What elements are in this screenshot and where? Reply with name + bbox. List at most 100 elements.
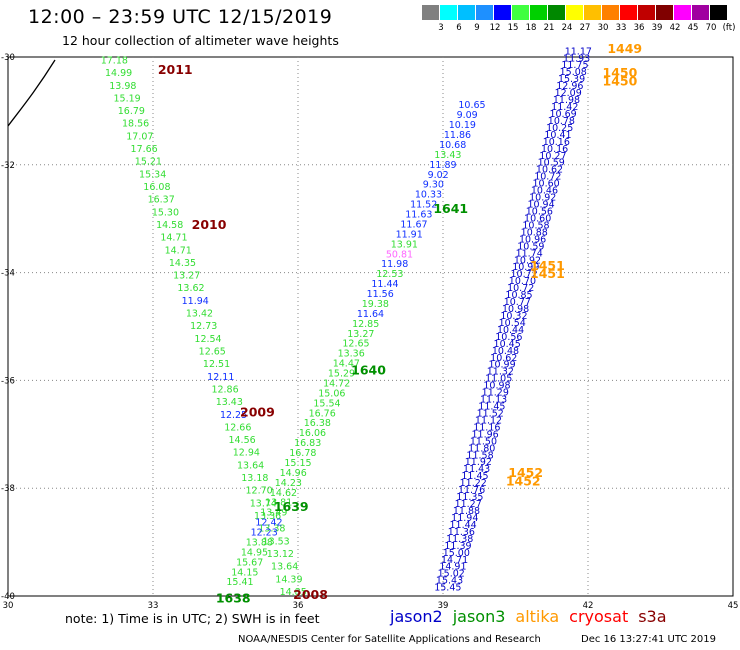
pass-number-label: 1639 [274,499,309,514]
swh-value: 13.49 [260,508,287,519]
swh-value: 15.67 [236,557,263,568]
swh-value: 11.36 [448,527,475,538]
track-altika: 11.1711.9311.7515.0815.3912.9612.0911.98… [434,46,592,593]
swh-value: 11.42 [551,102,578,113]
swh-value: 13.42 [186,309,213,320]
map-frame [7,56,734,597]
swh-value: 14.71 [165,245,192,256]
swh-value: 10.92 [514,255,541,266]
lon-tick-label: 39 [438,601,449,611]
track-1638: 10.659.0910.1911.8610.6813.4311.899.029.… [226,100,485,588]
swh-value: 16.37 [148,195,175,206]
swh-value: 17.07 [126,131,153,142]
swh-value: 15.39 [558,74,585,85]
swh-value: 11.93 [563,53,590,64]
swh-value: 12.96 [556,81,583,92]
legend-label: 15 [507,23,519,33]
swh-value: 12.09 [555,88,582,99]
swh-value: 13.64 [271,562,298,573]
swh-value: 14.71 [441,555,468,566]
swh-value: 11.64 [357,309,384,320]
satellite-name-jason3: jason3 [452,607,506,626]
pass-number-label: 1451 [530,266,565,281]
legend-label: 24 [561,23,573,33]
swh-value: 13.91 [391,239,418,250]
swh-value: 14.15 [231,567,258,578]
swh-value: 10.25 [546,123,573,134]
swh-value: 12.86 [211,384,238,395]
swh-value: 18.56 [122,119,149,130]
swh-value: 10.60 [533,179,560,190]
swh-value: 11.56 [367,289,394,300]
swh-value: 11.76 [458,485,485,496]
swh-value: 11.12 [475,415,502,426]
swh-value: 11.39 [444,541,471,552]
swh-value: 10.78 [548,116,575,127]
swh-value: 14.91 [439,562,466,573]
swh-value: 11.67 [400,219,427,230]
swh-value: 13.36 [254,511,281,522]
swh-value: 14.56 [228,435,255,446]
coastline-stroke [7,59,56,127]
pass-number-label: 1641 [433,201,468,216]
swh-value: 10.58 [522,220,549,231]
swh-value: 17.18 [101,55,128,66]
legend-swatch [566,5,583,20]
swh-value: 11.74 [516,248,543,259]
legend-swatch [440,5,457,20]
swh-value: 13.27 [347,329,374,340]
legend-label: 42 [669,23,681,33]
swh-value: 11.05 [485,374,512,385]
pass-number-label: 1452 [508,465,543,480]
satellite-name-s3a: s3a [638,607,667,626]
legend-swatch [476,5,493,20]
lon-tick-label: 42 [583,601,594,611]
swh-value: 15.08 [560,67,587,78]
swh-value: 15.15 [284,458,311,469]
swh-value: 11.38 [446,534,473,545]
swh-value: 10.45 [494,339,521,350]
page-subtitle: 12 hour collection of altimeter wave hei… [62,33,339,48]
swh-value: 11.92 [465,457,492,468]
swh-value: 10.56 [526,207,553,218]
swh-value: 50.81 [386,249,413,260]
legend-swatch [710,5,727,20]
swh-value: 10.16 [541,144,568,155]
swh-value: 12.70 [246,486,273,497]
swh-value: 10.33 [415,190,442,201]
swh-value: 13.74 [250,498,277,509]
map-grid [7,56,734,597]
swh-value: 16.83 [294,438,321,449]
swh-value: 12.65 [342,339,369,350]
axis-labels: 30 33 36 39 42 45 -30 -32 -34 -36 -38 -40 [1,53,738,611]
swh-value: 11.63 [405,210,432,221]
swh-value: 15.29 [328,369,355,380]
swh-value: 10.99 [488,360,515,371]
swh-value: 10.72 [507,283,534,294]
swh-value: 16.06 [299,428,326,439]
swh-value: 15.21 [135,157,162,168]
swh-value: 13.53 [263,536,290,547]
swh-value: 16.79 [118,106,145,117]
swh-value: 11.44 [371,279,398,290]
swh-value: 10.59 [538,158,565,169]
swh-value: 11.94 [451,513,478,524]
legend-label: 21 [543,23,555,33]
swh-value: 13.43 [434,150,461,161]
swh-value: 10.16 [543,137,570,148]
swh-value: 11.52 [477,408,504,419]
legend-swatch [584,5,601,20]
swh-value: 15.02 [438,569,465,580]
swh-value: 15.43 [436,576,463,587]
legend-swatch [494,5,511,20]
swh-value: 10.60 [524,213,551,224]
legend-label: 39 [651,23,663,33]
pass-number-label: 1640 [351,363,386,378]
swh-value: 12.11 [207,372,234,383]
swh-value: 13.64 [237,460,264,471]
generated-timestamp: Dec 16 13:27:41 UTC 2019 [581,634,716,645]
swh-value: 15.54 [313,398,340,409]
swh-value: 10.46 [531,186,558,197]
swh-value: 14.47 [333,359,360,370]
